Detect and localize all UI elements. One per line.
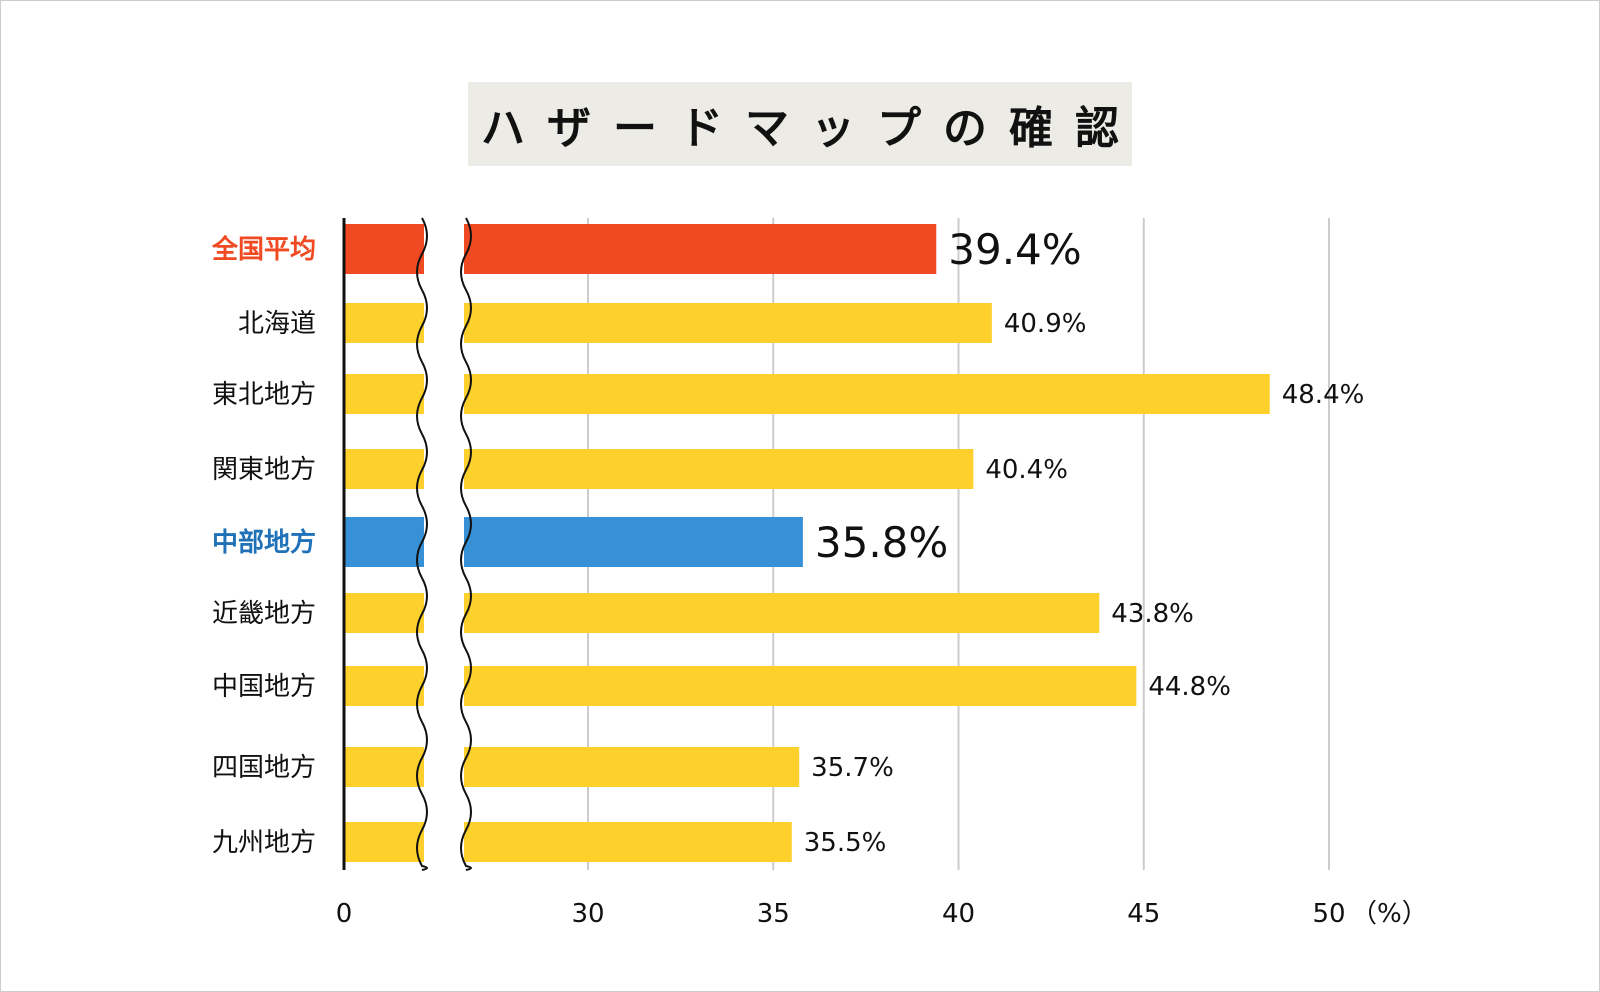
bar-3 <box>344 374 1270 414</box>
value-label-2: 40.9% <box>1004 309 1087 339</box>
axis-break <box>416 214 472 874</box>
tick-label-35: 35 <box>757 899 790 929</box>
axis-break-left-edge <box>416 217 428 871</box>
chart-title-box: ハザードマップの確認 <box>468 82 1132 166</box>
chart-title: ハザードマップの確認 <box>481 103 1141 154</box>
tick-label-40: 40 <box>942 899 975 929</box>
axis-break-band <box>424 214 464 874</box>
category-label-2: 北海道 <box>238 309 316 339</box>
category-label-5: 中部地方 <box>212 527 316 558</box>
category-label-7: 中国地方 <box>212 672 316 702</box>
value-label-5: 35.8% <box>815 518 948 567</box>
bar-5 <box>344 517 803 567</box>
value-label-6: 43.8% <box>1111 599 1194 629</box>
value-label-9: 35.5% <box>804 828 887 858</box>
tick-label-45: 45 <box>1127 899 1160 929</box>
axis-unit-label: （%） <box>1351 899 1428 929</box>
category-label-9: 九州地方 <box>212 828 316 858</box>
bar-8 <box>344 747 800 787</box>
bar-7 <box>344 666 1137 706</box>
axis-break-right-edge <box>460 217 472 871</box>
category-label-6: 近畿地方 <box>212 599 316 629</box>
category-label-1: 全国平均 <box>211 234 316 265</box>
value-label-4: 40.4% <box>985 455 1068 485</box>
tick-label-50: 50 <box>1312 899 1345 929</box>
bar-9 <box>344 822 792 862</box>
category-label-4: 関東地方 <box>212 455 316 485</box>
tick-label-30: 30 <box>571 899 604 929</box>
value-label-7: 44.8% <box>1148 672 1231 702</box>
category-label-8: 四国地方 <box>212 753 316 783</box>
value-label-8: 35.7% <box>811 753 894 783</box>
value-label-1: 39.4% <box>948 225 1081 274</box>
category-label-3: 東北地方 <box>212 380 316 410</box>
value-label-3: 48.4% <box>1282 380 1365 410</box>
tick-label-0: 0 <box>336 899 353 929</box>
